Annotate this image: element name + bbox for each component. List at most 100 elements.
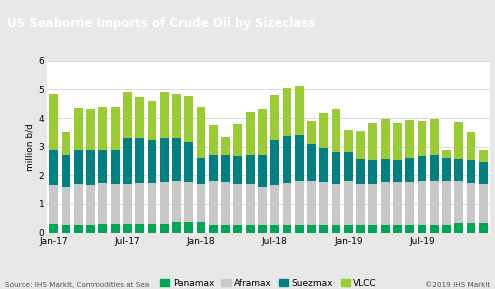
Bar [467,183,475,223]
Bar [405,225,414,233]
Bar [123,92,132,138]
Bar [295,135,303,181]
Bar [393,160,402,182]
Bar [74,149,83,184]
Bar [135,97,144,138]
Bar [381,119,390,159]
Bar [270,225,279,233]
Bar [393,225,402,233]
Bar [148,183,156,224]
Bar [430,119,439,155]
Bar [307,121,316,144]
Bar [270,185,279,225]
Bar [479,162,488,184]
Y-axis label: million b/d: million b/d [25,123,34,171]
Bar [405,158,414,182]
Bar [221,225,230,233]
Legend: Panamax, Aframax, Suezmax, VLCC: Panamax, Aframax, Suezmax, VLCC [156,275,381,289]
Bar [295,225,303,233]
Bar [356,225,365,233]
Bar [344,130,353,152]
Bar [197,184,205,222]
Bar [148,224,156,233]
Bar [197,107,205,158]
Bar [332,225,341,233]
Bar [356,184,365,225]
Bar [209,155,218,181]
Bar [332,110,341,152]
Bar [123,138,132,184]
Bar [50,149,58,185]
Bar [283,183,292,225]
Bar [405,182,414,225]
Bar [86,185,95,225]
Bar [74,108,83,149]
Bar [184,222,193,233]
Bar [454,181,463,223]
Bar [332,152,341,184]
Bar [111,184,120,224]
Bar [417,156,426,181]
Bar [307,225,316,233]
Bar [99,183,107,224]
Bar [381,225,390,233]
Bar [62,187,70,225]
Bar [295,181,303,225]
Bar [246,112,254,155]
Bar [172,138,181,181]
Bar [258,110,267,155]
Bar [172,94,181,138]
Bar [148,140,156,183]
Bar [111,149,120,184]
Bar [234,124,242,156]
Bar [417,181,426,225]
Bar [405,120,414,158]
Bar [368,123,377,160]
Bar [172,222,181,233]
Bar [135,138,144,183]
Bar [123,184,132,224]
Bar [172,181,181,222]
Bar [258,155,267,187]
Bar [479,150,488,162]
Bar [319,113,328,148]
Bar [234,156,242,184]
Bar [209,225,218,233]
Bar [467,223,475,233]
Bar [99,107,107,149]
Bar [417,225,426,233]
Bar [381,182,390,225]
Bar [160,224,169,233]
Bar [393,182,402,225]
Bar [160,138,169,181]
Bar [479,184,488,223]
Text: ©2019 IHS Markit: ©2019 IHS Markit [425,281,490,288]
Bar [344,181,353,225]
Bar [74,225,83,233]
Bar [221,155,230,182]
Bar [62,155,70,187]
Bar [62,225,70,233]
Bar [467,160,475,183]
Bar [307,144,316,181]
Bar [344,152,353,181]
Bar [50,185,58,224]
Bar [246,225,254,233]
Bar [307,181,316,225]
Bar [442,158,451,181]
Bar [368,160,377,184]
Bar [160,92,169,138]
Bar [356,131,365,159]
Bar [417,121,426,156]
Bar [283,88,292,136]
Bar [368,184,377,225]
Bar [356,159,365,184]
Bar [209,181,218,225]
Bar [479,223,488,233]
Bar [467,132,475,160]
Bar [454,159,463,181]
Bar [50,224,58,233]
Bar [197,222,205,233]
Bar [430,225,439,233]
Bar [148,101,156,140]
